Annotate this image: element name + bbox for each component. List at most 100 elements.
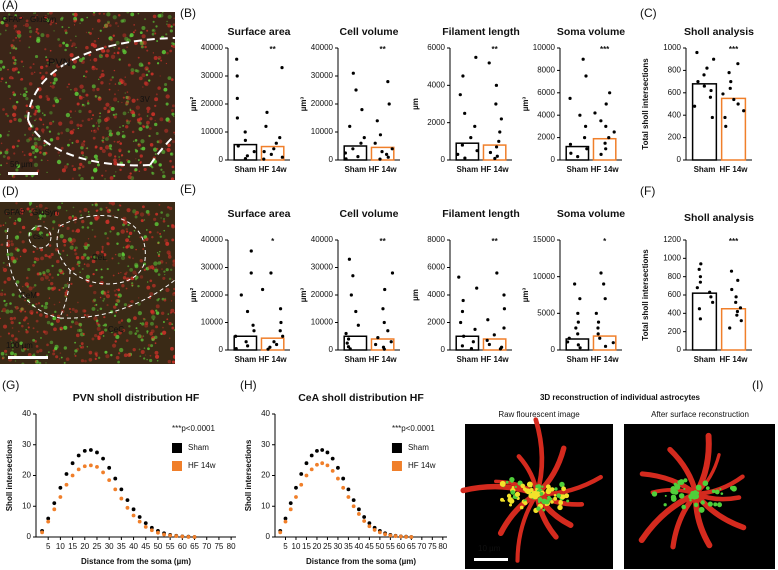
speckle bbox=[165, 241, 170, 246]
speckle bbox=[102, 335, 105, 337]
data-point bbox=[162, 532, 166, 537]
speckle bbox=[69, 110, 72, 113]
speckle bbox=[137, 12, 140, 15]
data-point bbox=[471, 340, 475, 344]
y-tick-label: 10000 bbox=[201, 318, 224, 327]
synapse bbox=[514, 485, 517, 489]
speckle bbox=[14, 47, 18, 50]
data-point bbox=[52, 501, 57, 506]
synapse bbox=[720, 492, 724, 495]
speckle bbox=[69, 120, 74, 125]
speckle bbox=[166, 250, 171, 255]
data-point bbox=[576, 320, 580, 324]
speckle bbox=[156, 40, 159, 42]
synapse bbox=[539, 491, 544, 496]
data-point bbox=[288, 501, 293, 506]
x-tick-label: 80 bbox=[227, 542, 236, 551]
speckle bbox=[127, 160, 131, 164]
speckle bbox=[173, 329, 175, 331]
speckle bbox=[79, 84, 84, 89]
speckle bbox=[100, 73, 105, 78]
speckle bbox=[143, 357, 146, 360]
data-point bbox=[390, 147, 394, 151]
data-point bbox=[461, 298, 465, 303]
annotation: ***p<0.0001 bbox=[392, 424, 435, 433]
speckle bbox=[130, 71, 134, 75]
data-point bbox=[702, 84, 706, 88]
y-tick-label: 200 bbox=[668, 133, 682, 142]
data-point bbox=[174, 534, 179, 538]
image-label: CeL bbox=[92, 253, 107, 262]
speckle bbox=[117, 47, 121, 50]
speckle bbox=[88, 350, 93, 355]
data-point bbox=[599, 152, 603, 156]
speckle bbox=[170, 346, 174, 351]
x-tick-label: 35 bbox=[344, 542, 353, 551]
speckle bbox=[165, 148, 167, 150]
speckle bbox=[107, 111, 109, 114]
speckle bbox=[106, 267, 109, 271]
data-point bbox=[330, 456, 335, 461]
speckle bbox=[2, 267, 8, 273]
speckle bbox=[37, 109, 41, 113]
data-point bbox=[567, 336, 571, 340]
speckle bbox=[98, 54, 103, 59]
speckle bbox=[167, 205, 170, 209]
speckle bbox=[126, 95, 131, 101]
speckle bbox=[74, 309, 78, 313]
speckle bbox=[148, 79, 151, 82]
speckle bbox=[92, 124, 95, 128]
speckle bbox=[11, 341, 13, 344]
data-point bbox=[351, 147, 355, 151]
y-tick-label: 0 bbox=[441, 155, 446, 164]
speckle bbox=[162, 326, 164, 329]
synapse bbox=[510, 499, 515, 503]
speckle bbox=[16, 33, 22, 38]
speckle bbox=[173, 115, 175, 118]
speckle bbox=[59, 234, 64, 239]
speckle bbox=[125, 119, 129, 122]
data-point bbox=[349, 293, 353, 297]
data-point bbox=[341, 485, 346, 490]
speckle bbox=[154, 32, 157, 35]
y-tick-label: 40 bbox=[261, 409, 270, 418]
data-point bbox=[70, 473, 75, 478]
speckle bbox=[86, 243, 90, 247]
speckle bbox=[50, 252, 54, 257]
data-point bbox=[351, 71, 355, 75]
data-point bbox=[708, 290, 712, 294]
speckle bbox=[13, 93, 17, 97]
speckle bbox=[75, 333, 80, 338]
speckle bbox=[24, 114, 28, 118]
speckle bbox=[42, 112, 44, 114]
speckle bbox=[12, 105, 17, 110]
speckle bbox=[33, 12, 35, 15]
speckle bbox=[170, 308, 175, 313]
speckle bbox=[22, 318, 26, 322]
speckle bbox=[120, 154, 124, 157]
speckle bbox=[171, 238, 175, 242]
speckle bbox=[129, 257, 131, 259]
speckle bbox=[169, 29, 173, 33]
speckle bbox=[46, 18, 50, 22]
data-point bbox=[598, 336, 602, 340]
speckle bbox=[7, 68, 9, 71]
speckle bbox=[146, 281, 149, 283]
data-point bbox=[251, 323, 255, 327]
synapse bbox=[678, 493, 685, 499]
speckle bbox=[145, 73, 149, 77]
speckle bbox=[43, 305, 48, 310]
y-tick-label: 4000 bbox=[427, 290, 445, 299]
speckle bbox=[154, 222, 159, 227]
y-tick-label: 0 bbox=[677, 345, 682, 354]
speckle bbox=[103, 13, 105, 15]
speckle bbox=[134, 332, 137, 335]
speckle bbox=[95, 67, 98, 71]
speckle bbox=[78, 328, 83, 333]
data-point bbox=[101, 470, 105, 475]
speckle bbox=[15, 36, 17, 39]
image-label: Raw flourescent image bbox=[498, 410, 580, 419]
speckle bbox=[152, 318, 155, 321]
speckle bbox=[59, 352, 62, 354]
speckle bbox=[140, 147, 143, 151]
